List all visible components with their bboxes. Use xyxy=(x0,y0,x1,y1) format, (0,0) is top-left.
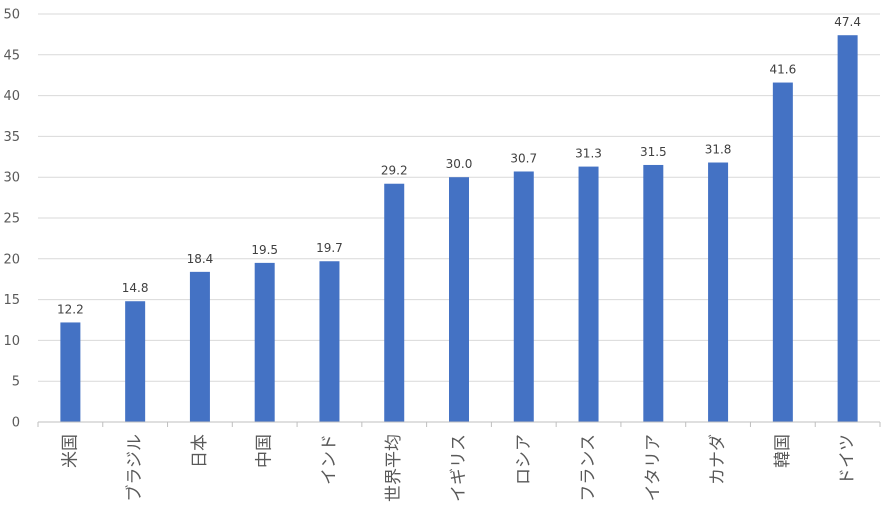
bars xyxy=(60,35,858,422)
data-label: 18.4 xyxy=(187,252,214,266)
y-tick-label: 40 xyxy=(3,89,20,104)
bar xyxy=(513,171,534,422)
bar xyxy=(189,271,210,422)
data-label: 19.5 xyxy=(251,243,278,257)
data-label: 41.6 xyxy=(769,63,796,77)
category-label: 米国 xyxy=(60,434,80,468)
category-label: フランス xyxy=(579,434,599,502)
y-tick-label: 45 xyxy=(3,48,20,63)
y-axis-tick-labels: 0 5 10 15 20 25 30 35 40 45 50 xyxy=(3,8,20,431)
x-axis xyxy=(37,421,881,427)
category-label: ロシア xyxy=(514,434,534,485)
category-label: イギリス xyxy=(449,434,469,502)
y-tick-label: 35 xyxy=(3,130,20,145)
category-label: ブラジル xyxy=(124,434,145,502)
y-tick-label: 5 xyxy=(12,375,20,390)
data-label: 19.7 xyxy=(316,241,343,255)
category-label: イタリア xyxy=(643,434,663,501)
category-label: 日本 xyxy=(190,434,210,468)
data-label: 29.2 xyxy=(381,164,408,178)
bar xyxy=(708,162,729,422)
data-label: 31.3 xyxy=(575,147,602,161)
y-tick-label: 30 xyxy=(3,171,20,186)
data-label: 47.4 xyxy=(834,15,861,29)
y-tick-label: 25 xyxy=(3,212,20,227)
category-label: 韓国 xyxy=(773,434,793,468)
data-labels: 12.2 14.8 18.4 19.5 19.7 29.2 30.0 30.7 31.3 31.5… xyxy=(57,15,861,316)
data-label: 31.8 xyxy=(705,143,732,157)
bar xyxy=(384,183,405,422)
bar xyxy=(772,82,793,422)
category-label: 世界平均 xyxy=(384,434,404,502)
y-tick-label: 10 xyxy=(3,334,20,349)
category-label: インド xyxy=(319,434,339,485)
category-label: ドイツ xyxy=(838,434,858,485)
data-label: 12.2 xyxy=(57,302,84,316)
y-tick-label: 20 xyxy=(3,252,20,267)
data-label: 14.8 xyxy=(122,281,149,295)
bar xyxy=(643,164,664,422)
data-label: 30.0 xyxy=(446,157,473,171)
data-label: 31.5 xyxy=(640,145,667,159)
category-labels: 米国 ブラジル 日本 中国 インド 世界平均 イギリス ロシア フランス イタリア カナダ 韓国 ドイツ xyxy=(60,434,857,502)
data-label: 30.7 xyxy=(510,151,537,165)
bar xyxy=(319,261,340,422)
y-tick-label: 50 xyxy=(3,8,20,23)
bar xyxy=(578,166,599,422)
y-tick-label: 15 xyxy=(3,293,20,308)
bar xyxy=(125,301,146,422)
category-label: 中国 xyxy=(255,434,275,468)
category-label: カナダ xyxy=(708,434,728,485)
bar xyxy=(254,262,275,422)
y-tick-label: 0 xyxy=(12,416,20,431)
bar xyxy=(837,35,858,422)
bar xyxy=(60,322,81,422)
bar xyxy=(449,177,469,422)
